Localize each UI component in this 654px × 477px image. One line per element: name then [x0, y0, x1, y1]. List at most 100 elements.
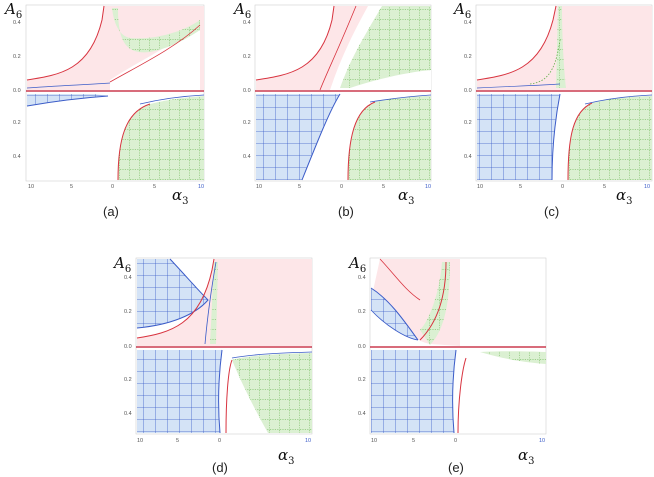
x-tick-label: 0: [111, 184, 114, 190]
y-tick-label: 0.0: [124, 344, 132, 350]
y-tick-label: 0.2: [124, 377, 132, 383]
x-tick-label: 0: [340, 184, 343, 190]
panel-label: (c): [544, 204, 559, 219]
pink-curve: [136, 258, 215, 339]
pink-region: [477, 6, 652, 90]
x-tick-label: 10: [644, 184, 650, 190]
blue-curve: [139, 94, 205, 105]
x-tick-label: 10: [198, 184, 204, 190]
x-tick-label: 10: [371, 438, 377, 444]
x-tick-label: 5: [153, 184, 156, 190]
x-axis-label: α3: [398, 186, 415, 207]
y-tick-label: 0.4: [124, 411, 132, 417]
panel-label: (d): [212, 460, 228, 475]
y-tick-label: 0.2: [13, 54, 21, 60]
y-tick-label: 0.4: [464, 20, 472, 26]
y-tick-label: 0.4: [358, 275, 366, 281]
green-region: [348, 96, 431, 180]
blue-region: [371, 350, 456, 433]
x-tick-label: 10: [137, 438, 143, 444]
x-tick-label: 5: [519, 184, 522, 190]
green-region: [556, 6, 566, 88]
blue-region: [477, 94, 560, 180]
x-axis-label: α3: [172, 186, 189, 207]
y-tick-label: 0.2: [358, 377, 366, 383]
x-tick-label: 0: [218, 438, 221, 444]
y-tick-label: 0.4: [124, 275, 132, 281]
y-tick-label: 0.4: [358, 411, 366, 417]
panel-label: (a): [103, 204, 119, 219]
y-tick-label: 0.2: [13, 120, 21, 126]
y-axis-label: A6: [452, 0, 471, 21]
x-axis-label: α3: [616, 186, 633, 207]
y-tick-label: 0.4: [243, 20, 251, 26]
panel-label: (e): [448, 460, 464, 475]
pink-curve: [255, 5, 335, 81]
y-tick-label: 0.4: [464, 154, 472, 160]
pink-curve: [457, 357, 467, 434]
x-tick-label: 10: [477, 184, 483, 190]
y-axis-label: A6: [3, 0, 22, 21]
y-tick-label: 0.0: [243, 88, 251, 94]
green-region: [480, 351, 546, 364]
green-region: [118, 96, 204, 180]
y-tick-label: 0.2: [243, 120, 251, 126]
y-tick-label: 0.2: [243, 54, 251, 60]
pink-curve: [109, 24, 201, 83]
y-tick-label: 0.4: [243, 154, 251, 160]
pink-curve: [117, 103, 151, 181]
panel-c: 10 5 0 5 10 0.4 0.2 0.0 0.2 0.4 A6 α3 (c…: [452, 0, 653, 219]
blue-curve: [584, 94, 653, 105]
white-wedge: [110, 22, 200, 90]
x-tick-label: 10: [425, 184, 431, 190]
panel-d: 10 5 0 10 0.4 0.2 0.0 0.2 0.4 A6 α3 (d): [112, 254, 313, 475]
y-tick-label: 0.0: [464, 88, 472, 94]
x-tick-label: 0: [454, 438, 457, 444]
blue-region: [137, 350, 222, 433]
blue-region: [137, 259, 208, 328]
panel-label: (b): [338, 204, 354, 219]
pink-curve: [26, 5, 105, 81]
green-region: [420, 262, 450, 345]
blue-region: [371, 288, 418, 340]
x-axis-label: α3: [518, 446, 535, 467]
green-region: [232, 353, 312, 433]
blue-curve: [370, 309, 419, 341]
x-tick-label: 10: [539, 438, 545, 444]
pink-curve: [379, 258, 421, 301]
pink-curve: [476, 5, 557, 81]
x-tick-label: 5: [298, 184, 301, 190]
y-tick-label: 0.0: [13, 88, 21, 94]
blue-curve: [26, 95, 109, 107]
y-tick-label: 0.2: [464, 54, 472, 60]
blue-curve: [231, 351, 313, 359]
pink-curve: [347, 101, 376, 181]
blue-curve: [452, 349, 457, 434]
x-tick-label: 10: [305, 438, 311, 444]
pink-curve: [225, 359, 233, 434]
blue-curve: [370, 287, 419, 341]
blue-curve: [551, 93, 561, 181]
panel-b: 10 5 0 5 10 0.4 0.2 0.0 0.2 0.4 A6 α3 (b…: [232, 0, 432, 219]
x-tick-label: 5: [70, 184, 73, 190]
green-region: [340, 6, 431, 88]
y-tick-label: 0.4: [13, 20, 21, 26]
panel-e: 10 5 0 10 0.4 0.2 0.0 0.2 0.4 A6 α3 (e): [347, 254, 547, 475]
green-region: [568, 96, 652, 180]
x-tick-label: 0: [561, 184, 564, 190]
green-curve: [529, 39, 561, 85]
x-tick-label: 5: [603, 184, 606, 190]
pink-curve: [419, 261, 447, 341]
blue-curve: [218, 349, 223, 434]
blue-curve: [301, 93, 341, 181]
blue-curve: [476, 83, 561, 89]
x-tick-label: 10: [256, 184, 262, 190]
y-axis-label: A6: [347, 254, 366, 275]
green-region: [112, 8, 200, 53]
blue-curve: [26, 82, 111, 89]
x-axis-label: α3: [278, 446, 295, 467]
x-tick-label: 5: [176, 438, 179, 444]
y-axis-label: A6: [232, 0, 251, 21]
y-tick-label: 0.2: [464, 120, 472, 126]
